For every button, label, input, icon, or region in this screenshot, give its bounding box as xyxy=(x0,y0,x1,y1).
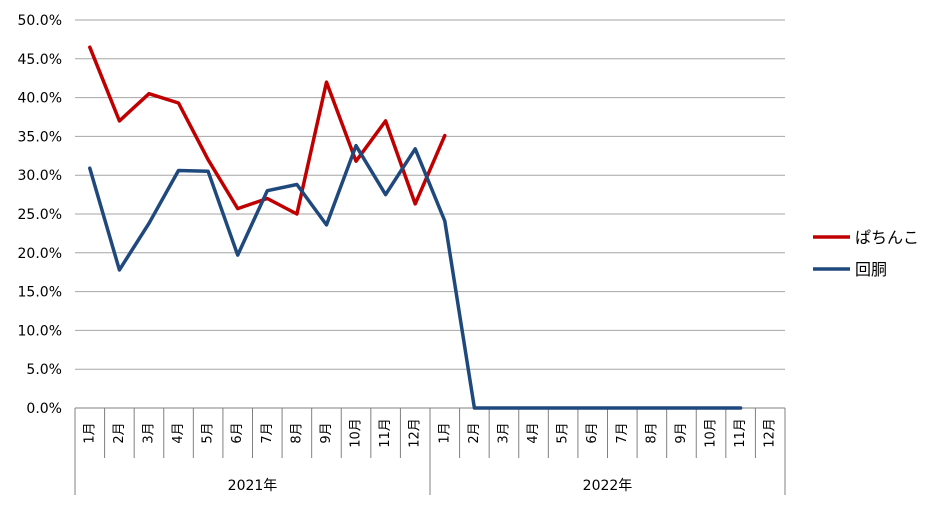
y-tick-label: 40.0% xyxy=(18,91,62,107)
y-tick-label: 20.0% xyxy=(18,246,62,262)
x-tick-label: 8月 xyxy=(644,422,659,443)
x-tick-label: 11月 xyxy=(733,418,748,448)
x-tick-label: 9月 xyxy=(319,422,334,443)
x-axis: 1月 2月 3月 4月 5月 6月 7月 8月 9月 10月 11月 12月 1月 2月 3月 4月 5月 6月 7… xyxy=(74,408,786,495)
x-tick-label: 8月 xyxy=(289,422,304,443)
y-tick-label: 30.0% xyxy=(18,168,62,184)
y-tick-label: 25.0% xyxy=(18,207,62,223)
gridlines xyxy=(75,19,785,409)
x-tick-label: 3月 xyxy=(496,422,511,443)
x-tick-label: 1月 xyxy=(437,422,452,443)
series-lines xyxy=(88,45,743,410)
y-tick-label: 0.0% xyxy=(26,401,62,417)
y-tick-label: 5.0% xyxy=(26,362,62,378)
y-tick-label: 15.0% xyxy=(18,285,62,301)
y-axis-labels: 0.0% 5.0% 10.0% 15.0% 20.0% 25.0% 30.0% 35.0% 40… xyxy=(18,13,62,417)
series-line xyxy=(88,143,743,410)
x-tick-label: 5月 xyxy=(556,422,571,443)
y-tick-label: 50.0% xyxy=(18,13,62,29)
x-tick-label: 11月 xyxy=(378,418,393,448)
x-tick-label: 9月 xyxy=(674,422,689,443)
x-tick-label: 1月 xyxy=(82,422,97,443)
y-tick-label: 10.0% xyxy=(18,323,62,339)
x-tick-label: 12月 xyxy=(408,418,423,448)
x-tick-label: 12月 xyxy=(763,418,778,448)
legend-label: ぱちんこ xyxy=(855,228,919,247)
x-tick-label: 3月 xyxy=(141,422,156,443)
x-tick-label: 2月 xyxy=(467,422,482,443)
x-tick-label: 6月 xyxy=(585,422,600,443)
y-tick-label: 35.0% xyxy=(18,129,62,145)
x-tick-label: 6月 xyxy=(230,422,245,443)
year-label: 2021年 xyxy=(228,478,278,494)
x-tick-label: 10月 xyxy=(349,418,364,448)
x-tick-label: 4月 xyxy=(526,422,541,443)
x-tick-label: 5月 xyxy=(201,422,216,443)
legend-label: 回胴 xyxy=(855,260,887,279)
y-tick-label: 45.0% xyxy=(18,52,62,68)
series-line xyxy=(88,45,447,216)
x-tick-label: 2月 xyxy=(112,422,127,443)
year-label: 2022年 xyxy=(583,478,633,494)
x-tick-label: 7月 xyxy=(615,422,630,443)
x-tick-label: 4月 xyxy=(171,422,186,443)
x-tick-label: 7月 xyxy=(260,422,275,443)
x-tick-label: 10月 xyxy=(704,418,719,448)
